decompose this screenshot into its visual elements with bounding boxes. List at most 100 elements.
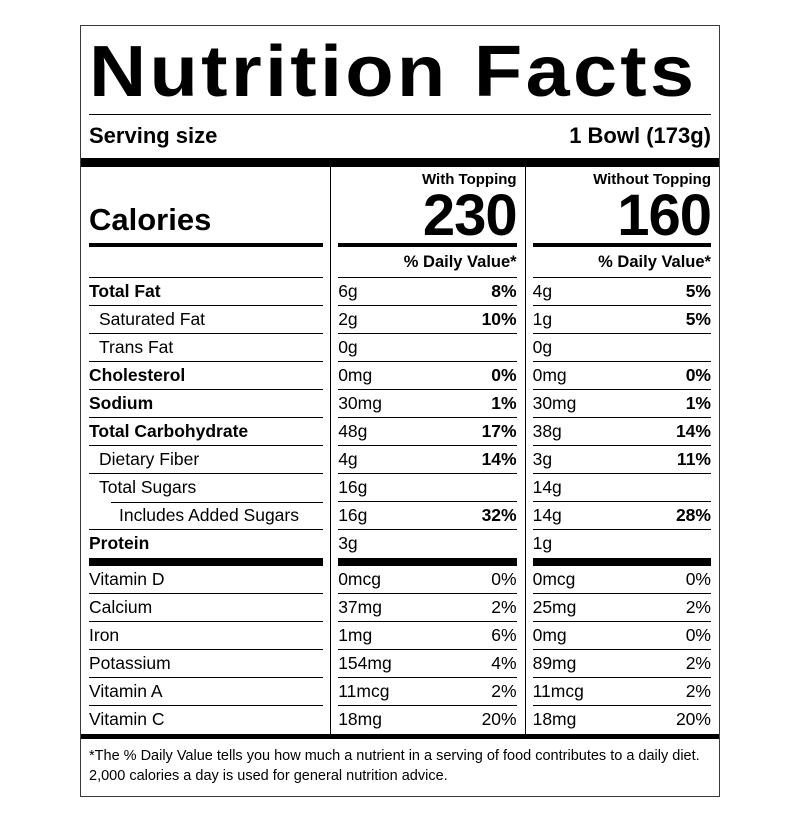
nutrient-dv: 8% <box>491 280 517 301</box>
without-topping-total-fat: 4g 5% <box>532 278 711 306</box>
without-topping-trans-fat: 0g <box>532 334 711 362</box>
nutrient-amount: 16g <box>338 504 368 525</box>
vitamin-name-vitamin-d: Vitamin D <box>89 566 324 594</box>
nutrient-dv: 0% <box>685 364 711 385</box>
footnote-section-bar <box>81 734 719 739</box>
vitamin-amount: 154mg <box>338 652 392 673</box>
vitamin-dv: 20% <box>675 709 711 730</box>
vitamin-amount: 18mg <box>532 709 577 730</box>
nutrient-name-protein: Protein <box>89 533 150 554</box>
nutrient-amount: 4g <box>338 448 358 469</box>
with-topping-sodium: 30mg 1% <box>338 390 517 418</box>
nutrient-dv: 14% <box>675 420 711 441</box>
footnote-line-2: 2,000 calories a day is used for general… <box>89 767 448 784</box>
vitamin-name-vitamin-c: Vitamin C <box>89 709 165 730</box>
nutrient-dv: 0% <box>491 364 517 385</box>
vitamin-amount: 37mg <box>338 596 382 617</box>
with-topping-vitamin-c: 18mg 20% <box>338 706 516 734</box>
nutrition-facts-label: Nutrition Facts Serving size 1 Bowl (173… <box>80 25 720 798</box>
nutrient-name-dietary-fiber: Dietary Fiber <box>89 446 324 474</box>
with-topping-vitamin-a: 11mcg 2% <box>338 678 517 706</box>
vitamin-amount: 89mg <box>532 652 577 673</box>
nutrient-amount: 4g <box>532 280 553 301</box>
vitamin-dv: 0% <box>685 624 711 645</box>
vitamin-amount: 25mg <box>532 596 577 617</box>
nutrient-name-total-carbohydrate: Total Carbohydrate <box>89 418 324 446</box>
with-topping-protein: 3g <box>338 530 516 558</box>
vitamin-dv: 2% <box>491 596 517 617</box>
nutrient-amount: 0g <box>532 336 553 357</box>
vitamin-amount: 11mcg <box>532 680 584 701</box>
vitamin-dv: 2% <box>491 680 517 701</box>
nutrient-amount: 1g <box>532 533 553 554</box>
without-topping-total-carbohydrate: 38g 14% <box>532 418 711 446</box>
nutrient-amount: 2g <box>338 308 358 329</box>
nutrient-dv: 1% <box>491 392 517 413</box>
footnote: *The % Daily Value tells you how much a … <box>81 739 719 796</box>
without-topping-sodium: 30mg 1% <box>532 390 711 418</box>
vitamin-name-potassium: Potassium <box>89 650 324 678</box>
daily-value-spacer <box>89 247 324 278</box>
vitamin-dv: 4% <box>491 652 517 673</box>
with-topping-daily-value-header: % Daily Value* <box>338 247 517 278</box>
with-topping-calories-cell: With Topping 230 <box>338 167 518 247</box>
vitamin-dv: 20% <box>481 709 517 730</box>
serving-size-row: Serving size 1 Bowl (173g) <box>81 115 719 158</box>
with-topping-cholesterol: 0mg 0% <box>338 362 517 390</box>
nutrient-amount: 38g <box>532 420 562 441</box>
without-topping-calcium: 25mg 2% <box>532 594 711 622</box>
nutrient-dv: 14% <box>481 448 517 469</box>
nutrient-name-saturated-fat: Saturated Fat <box>89 306 324 334</box>
with-topping-calcium: 37mg 2% <box>338 594 517 622</box>
with-topping-iron: 1mg 6% <box>338 622 517 650</box>
without-topping-header: Without Topping <box>593 171 711 188</box>
vitamin-amount: 0mcg <box>532 568 576 589</box>
protein-section-bar <box>532 558 711 566</box>
nutrient-dv: 17% <box>481 420 517 441</box>
title-divider <box>89 114 711 115</box>
nutrient-dv: 10% <box>481 308 517 329</box>
nutrient-amount: 30mg <box>532 392 577 413</box>
with-topping-total-fat: 6g 8% <box>338 278 517 306</box>
nutrient-name-total-sugars: Total Sugars <box>99 477 197 498</box>
vitamin-amount: 0mcg <box>338 568 381 589</box>
protein-section-bar <box>89 558 324 566</box>
without-topping-calories-cell: Without Topping 160 <box>532 167 712 249</box>
vitamin-dv: 0% <box>491 568 517 589</box>
nutrient-name-trans-fat: Trans Fat <box>89 334 324 362</box>
nutrient-dv: 28% <box>675 504 711 525</box>
with-topping-trans-fat: 0g <box>338 334 517 362</box>
nutrient-amount: 16g <box>338 476 368 497</box>
without-topping-dietary-fiber: 3g 11% <box>532 446 711 474</box>
with-topping-total-carbohydrate: 48g 17% <box>338 418 517 446</box>
vitamin-amount: 18mg <box>338 709 382 730</box>
vitamin-name-iron: Iron <box>89 622 324 650</box>
with-topping-saturated-fat: 2g 10% <box>338 306 517 334</box>
vitamin-dv: 2% <box>685 596 711 617</box>
vitamin-dv: 2% <box>685 680 711 701</box>
nutrient-amount: 6g <box>338 280 358 301</box>
vitamin-dv: 2% <box>685 652 711 673</box>
without-topping-added-sugars: 14g 28% <box>532 502 711 530</box>
calories-label: Calories <box>89 202 212 237</box>
without-topping-total-sugars: 14g <box>532 474 711 502</box>
vitamin-dv: 6% <box>491 624 517 645</box>
without-topping-calories-value: 160 <box>617 183 712 249</box>
nutrient-dv: 5% <box>685 308 711 329</box>
without-topping-daily-value-header: % Daily Value* <box>532 247 711 278</box>
nutrient-amount: 1g <box>532 308 553 329</box>
with-topping-potassium: 154mg 4% <box>338 650 517 678</box>
vitamin-name-vitamin-a: Vitamin A <box>89 678 324 706</box>
with-topping-header: With Topping <box>422 171 517 188</box>
protein-section-bar <box>338 558 517 566</box>
nutrient-dv: 32% <box>481 504 517 525</box>
nutrient-name-cholesterol: Cholesterol <box>89 362 324 390</box>
without-topping-column: Without Topping 160 % Daily Value* 4g 5% … <box>524 167 719 734</box>
serving-size-value: 1 Bowl (173g) <box>569 123 711 148</box>
without-topping-protein: 1g <box>533 530 711 558</box>
footnote-line-1: *The % Daily Value tells you how much a … <box>89 748 700 764</box>
nutrient-dv: 11% <box>676 448 711 469</box>
serving-size-label: Serving size <box>89 123 218 148</box>
nutrient-amount: 14g <box>532 504 562 525</box>
with-topping-dietary-fiber: 4g 14% <box>338 446 517 474</box>
